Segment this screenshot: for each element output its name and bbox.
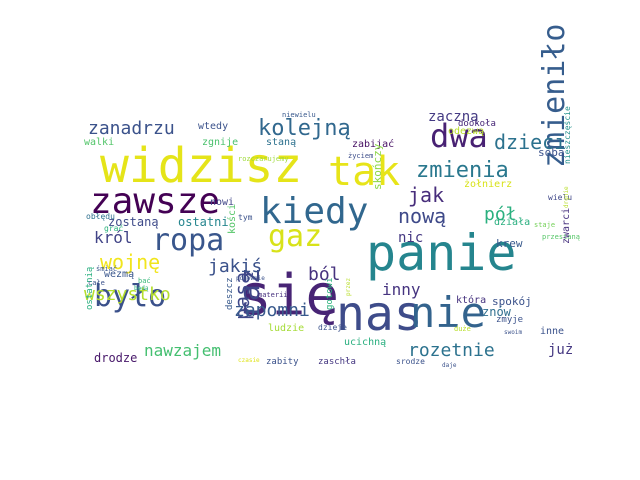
word-krew: krew <box>496 237 523 250</box>
word-nieszczescie: nieszczęście <box>563 106 572 164</box>
word-przestana: przestaną <box>542 233 580 241</box>
word-nas: nas <box>336 286 423 342</box>
word-dziala: działa <box>494 217 531 228</box>
word-sie: się <box>238 263 340 328</box>
word-ucichna: ucichną <box>344 337 387 348</box>
word-bylo: było <box>94 279 167 314</box>
word-zanadrzu: zanadrzu <box>88 118 175 139</box>
word-zostana: zostaną <box>108 215 159 229</box>
word-grac: grać <box>104 224 124 233</box>
word-zgnije: zgnije <box>202 137 239 148</box>
word-stana: staną <box>266 137 297 148</box>
word-zawsze: zawsze <box>90 181 221 222</box>
word-pol: pół <box>484 204 517 225</box>
word-zolnierz: żołnierz <box>464 179 513 190</box>
word-wtedy: wtedy <box>198 121 229 132</box>
word-wezma: wezmą <box>104 269 135 280</box>
word-ponownie: ponownie <box>236 275 265 282</box>
word-zyciem: życiem <box>348 152 374 160</box>
word-gaz: gaz <box>268 219 323 254</box>
word-nawzajem: nawzajem <box>144 341 222 360</box>
word-ktora: która <box>456 295 487 306</box>
word-inne: inne <box>540 326 565 337</box>
word-dzieci: dzieci <box>494 130 567 154</box>
word-dzieje: dzieje <box>318 323 347 332</box>
word-skonczy: skończy <box>371 143 384 190</box>
word-deszcz: deszcz <box>225 277 235 310</box>
word-przez: przez <box>345 277 352 296</box>
word-materii: materii <box>258 291 288 299</box>
word-beda: będą <box>134 285 149 292</box>
word-drgnie: drgnie <box>563 186 570 208</box>
word-inny: inny <box>382 280 421 299</box>
word-ostatnia: ostatnią <box>85 266 95 310</box>
word-zabity: zabity <box>266 357 299 367</box>
word-ropa: ropa <box>152 223 225 258</box>
word-staje: staje <box>534 221 556 229</box>
word-nowi: nowi <box>210 197 235 208</box>
word-ostatni: ostatni <box>178 215 229 229</box>
word-soba: sobą <box>538 146 565 159</box>
word-zapomni: zapomni <box>234 300 310 321</box>
word-ludzie: ludzie <box>268 323 305 334</box>
word-bac: bać <box>138 277 151 285</box>
word-wojne: wojnę <box>100 250 161 274</box>
word-zmienia: zmienia <box>416 158 509 183</box>
word-wielu: wielu <box>548 193 573 202</box>
word-daje: daje <box>442 362 457 369</box>
word-spokoj: spokój <box>492 295 532 308</box>
word-tym: tym <box>238 213 253 222</box>
word-kosci: kości <box>227 203 238 234</box>
word-gotowi: gotowi <box>325 277 335 310</box>
word-tak: tak <box>328 149 401 195</box>
word-kolejna: kolejną <box>258 116 351 141</box>
word-dwa: dwa <box>430 117 488 155</box>
word-dookola: dookoła <box>458 119 496 129</box>
word-srodze: srodze <box>396 357 425 366</box>
word-nowa: nową <box>398 204 447 228</box>
word-cloud: widzisz się panie nas nie tak zawsze kiedy gaz ro… <box>80 24 580 375</box>
word-walki: walki <box>84 137 115 148</box>
word-rozczarujemy: rozczarujemy <box>238 155 289 163</box>
word-zmyje: zmyje <box>496 315 524 325</box>
word-cale: całe <box>88 279 105 287</box>
word-czasie: czasie <box>238 357 260 364</box>
word-znow: znów <box>482 305 511 319</box>
word-juz: już <box>548 342 574 358</box>
word-zabijac: zabijać <box>352 139 395 150</box>
word-kiedy: kiedy <box>260 191 369 232</box>
word-duze: duże <box>454 325 471 333</box>
word-wszystko: wszystko <box>84 284 171 305</box>
word-jak: jak <box>408 183 445 207</box>
word-drodze: drodze <box>94 351 138 365</box>
word-obledu: obłędu <box>86 212 115 221</box>
word-zaschla: zaschła <box>318 357 356 367</box>
word-panie: panie <box>366 224 517 282</box>
word-zwarci: zwarci <box>561 207 572 244</box>
word-bol: ból <box>308 264 341 285</box>
word-niewielu: niewielu <box>282 111 316 119</box>
word-widzisz: widzisz <box>100 138 303 194</box>
word-swoim: swoim <box>504 329 523 336</box>
word-jakis: jakiś <box>208 256 263 277</box>
word-nic: nic <box>398 230 424 246</box>
word-smiac: śmiać <box>96 265 118 273</box>
word-rozetnie: rozetnie <box>408 340 495 361</box>
word-krol: król <box>94 228 133 247</box>
word-zaczna: zaczną <box>428 109 479 125</box>
word-odezwa: odezwą <box>448 126 485 137</box>
word-nie: nie <box>410 288 486 337</box>
